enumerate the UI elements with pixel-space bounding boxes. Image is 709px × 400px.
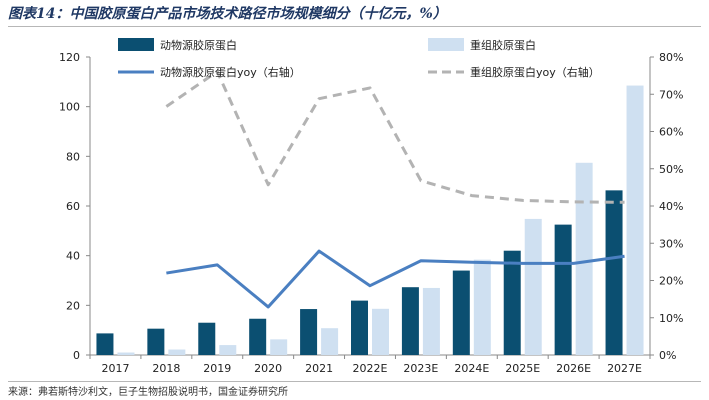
x-tick-label: 2019 xyxy=(203,362,231,375)
legend-animal-label: 动物源胶原蛋白 xyxy=(160,38,237,52)
bar-animal xyxy=(249,318,267,355)
x-tick-label: 2022E xyxy=(353,362,388,375)
line-animal-yoy xyxy=(166,249,625,309)
right-tick-label: 40% xyxy=(659,200,683,213)
left-tick-label: 40 xyxy=(66,250,80,263)
x-tick-label: 2018 xyxy=(152,362,180,375)
source-divider xyxy=(8,381,701,382)
bar-animal xyxy=(198,322,216,355)
right-tick-label: 50% xyxy=(659,163,683,176)
legend-recombinant-label: 重组胶原蛋白 xyxy=(470,38,536,52)
left-tick-label: 20 xyxy=(66,299,80,312)
x-tick-label: 2026E xyxy=(556,362,591,375)
figure-source: 来源：弗若斯特沙利文，巨子生物招股说明书，国金证券研究所 xyxy=(8,387,288,398)
bar-recombinant xyxy=(219,345,237,355)
x-tick-label: 2025E xyxy=(505,362,540,375)
x-tick-label: 2020 xyxy=(254,362,282,375)
left-tick-label: 60 xyxy=(66,200,80,213)
bar-animal xyxy=(503,250,521,355)
bar-recombinant xyxy=(626,85,644,355)
bar-animal xyxy=(554,224,572,355)
x-tick-label: 2017 xyxy=(101,362,129,375)
left-tick-label: 120 xyxy=(59,51,80,64)
x-tick-label: 2023E xyxy=(403,362,438,375)
left-tick-label: 80 xyxy=(66,150,80,163)
right-tick-label: 30% xyxy=(659,237,683,250)
bar-recombinant xyxy=(270,339,288,355)
title-divider xyxy=(8,26,701,27)
figure-title: 图表14：中国胶原蛋白产品市场技术路径市场规模细分（十亿元，%） xyxy=(8,6,447,22)
right-tick-label: 20% xyxy=(659,275,683,288)
x-tick-label: 2027E xyxy=(607,362,642,375)
bar-recombinant xyxy=(372,308,389,355)
legend-animal-yoy-label: 动物源胶原蛋白yoy（右轴） xyxy=(160,65,301,79)
legend-animal-swatch xyxy=(118,38,154,51)
bar-recombinant xyxy=(575,162,593,355)
right-tick-label: 10% xyxy=(659,312,683,325)
bar-animal xyxy=(452,270,470,355)
left-tick-label: 100 xyxy=(59,101,80,114)
x-tick-label: 2021 xyxy=(305,362,333,375)
bar-recombinant xyxy=(473,259,491,355)
bar-recombinant xyxy=(168,349,186,355)
left-tick-label: 0 xyxy=(73,349,80,362)
right-tick-label: 60% xyxy=(659,126,683,139)
bar-animal xyxy=(300,309,318,355)
bar-recombinant xyxy=(117,352,135,355)
line-recombinant-yoy xyxy=(165,70,625,204)
bar-animal xyxy=(351,300,368,355)
bar-animal xyxy=(96,333,114,355)
legend-recombinant-yoy-label: 重组胶原蛋白yoy（右轴） xyxy=(470,65,600,79)
bar-recombinant xyxy=(524,218,542,355)
right-tick-label: 80% xyxy=(659,51,683,64)
legend-recombinant-swatch xyxy=(428,38,464,51)
bar-animal xyxy=(147,328,165,355)
bar-recombinant xyxy=(422,287,440,355)
bar-animal xyxy=(401,287,419,355)
x-tick-label: 2024E xyxy=(454,362,489,375)
bar-animal xyxy=(605,190,623,355)
right-tick-label: 70% xyxy=(659,88,683,101)
right-tick-label: 0% xyxy=(659,349,676,362)
bar-recombinant xyxy=(321,328,339,355)
